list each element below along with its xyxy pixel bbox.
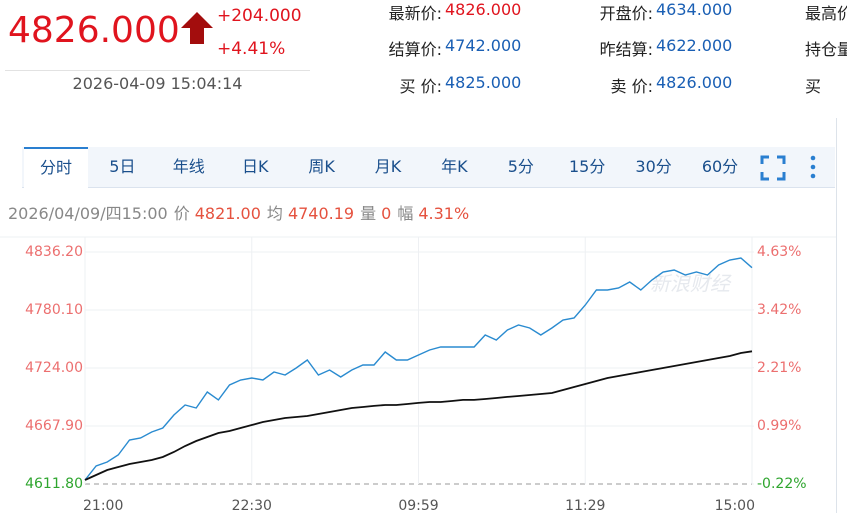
field-label: 最新价: [388, 4, 442, 23]
field-label: 持仓量 [805, 40, 847, 59]
x-tick-label: 11:29 [565, 498, 605, 513]
info-value: 0 [381, 204, 392, 223]
field-label: 开盘价: [599, 4, 653, 23]
x-tick-label: 21:00 [83, 498, 123, 513]
field-label: 最高价 [805, 4, 847, 23]
tab[interactable]: 月K [374, 157, 402, 176]
y-tick-label: 4667.90 [25, 418, 83, 434]
tab[interactable]: 5日 [109, 157, 136, 176]
tab-bar: 分时 5日 年线 日K 周K 月K 年K 5分 15分 30分 60分 [22, 147, 835, 188]
field-value: 4634.000 [656, 0, 733, 19]
last-price: 4826.000 [8, 10, 180, 51]
up-arrow [181, 12, 213, 44]
change: +204.000 [217, 6, 302, 26]
panel-border [836, 118, 837, 513]
tab[interactable]: 年K [441, 157, 468, 176]
x-tick-label: 09:59 [398, 498, 438, 513]
tab[interactable]: 周K [308, 157, 335, 176]
field-value: 4826.000 [656, 73, 733, 92]
y-tick-label: 4724.00 [25, 360, 83, 376]
y-tick-label: 4780.10 [25, 302, 83, 318]
series-line [84, 257, 753, 481]
field-value: 4742.000 [445, 36, 522, 55]
field-label: 买 价: [399, 77, 442, 96]
info-label: 量 [360, 204, 377, 223]
x-tick-label: 22:30 [232, 498, 272, 513]
y2-tick-label: 3.42% [757, 302, 801, 318]
divider [5, 70, 310, 71]
tab[interactable]: 5分 [507, 157, 534, 176]
info-label: 幅 [397, 204, 414, 223]
tab[interactable]: 日K [241, 157, 269, 176]
tab[interactable]: 分时 [24, 147, 88, 188]
info-label: 价 [173, 204, 190, 223]
info-label: 均 [266, 204, 283, 223]
info-value: 4.31% [418, 204, 470, 223]
y2-tick-label: -0.22% [757, 476, 807, 492]
y2-tick-label: 0.99% [757, 418, 801, 434]
tab[interactable]: 30分 [635, 157, 672, 176]
series-line [84, 350, 753, 481]
field-label: 昨结算: [599, 40, 653, 59]
tab[interactable]: 60分 [701, 157, 739, 176]
info-value: 4740.19 [287, 204, 355, 223]
y-tick-label: 4836.20 [25, 244, 83, 260]
info-value: 4821.00 [194, 204, 261, 223]
y-tick-label: 4611.80 [25, 476, 83, 492]
more-icon[interactable] [808, 153, 818, 181]
tab[interactable]: 15分 [569, 157, 606, 176]
change-pct: +4.41% [217, 39, 286, 59]
y2-tick-label: 4.63% [757, 244, 801, 260]
field-value: 4622.000 [656, 36, 733, 55]
tab[interactable]: 年线 [172, 157, 205, 176]
y2-tick-label: 2.21% [757, 360, 801, 376]
field-value: 4826.000 [445, 0, 522, 19]
fullscreen-icon[interactable] [760, 155, 786, 181]
watermark: 新浪财经 [650, 272, 732, 296]
info-line: 2026/04/09/四15:00 价 4821.00 均 4740.19 量 0 幅 4.31… [8, 200, 469, 224]
field-label: 买 [805, 77, 822, 96]
x-tick-label: 15:00 [715, 498, 755, 513]
field-label: 结算价: [388, 40, 442, 59]
field-value: 4825.000 [445, 73, 522, 92]
quote-time: 2026-04-09 15:04:14 [72, 74, 243, 93]
field-label: 卖 价: [610, 77, 653, 96]
info-date: 2026/04/09/四15:00 [8, 204, 168, 223]
